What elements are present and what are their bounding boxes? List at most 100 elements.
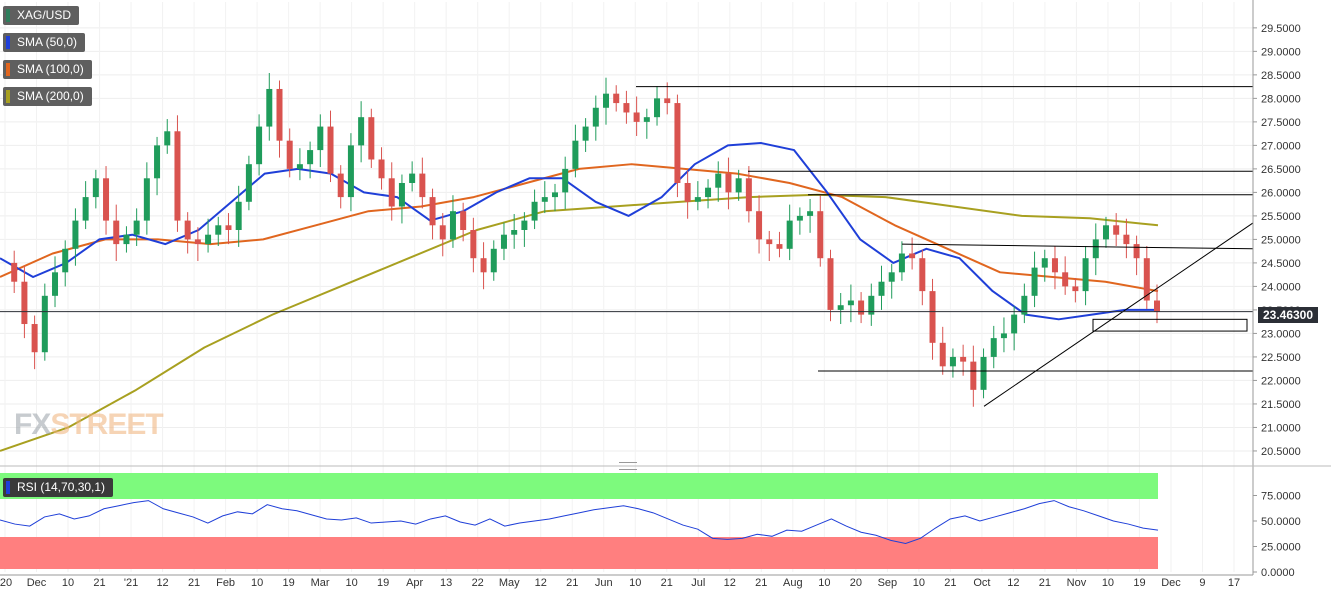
time-tick-label: Feb [216,577,235,589]
time-tick-label: Jun [595,577,613,589]
time-tick-label: 20 [850,577,862,589]
legend-rsi[interactable]: RSI (14,70,30,1) [3,478,114,497]
rsi-tick-label: 50.0000 [1261,516,1301,528]
candle-body [215,225,222,235]
candle-body [613,93,620,104]
time-tick-label: 21 [566,577,578,589]
time-tick-label: Nov [1067,577,1087,589]
time-tick-label: 19 [377,577,389,589]
legend-symbol[interactable]: XAG/USD [3,6,80,25]
price-tick-label: 21.5000 [1261,399,1301,411]
price-tick-label: 23.0000 [1261,328,1301,340]
candle-body [256,126,263,165]
time-tick-label: 10 [818,577,830,589]
fxstreet-logo: FXSTREET [14,408,164,442]
candle-body [1031,267,1038,296]
legend-sma100[interactable]: SMA (100,0) [3,60,92,79]
time-tick-label: Mar [311,577,330,589]
time-tick-label: 21 [944,577,956,589]
legend-sma50[interactable]: SMA (50,0) [3,33,86,52]
rsi-oversold-zone [0,537,1158,569]
candle-body [41,295,48,353]
last-price-tag: 23.46300 [1258,307,1318,323]
price-tick-label: 24.0000 [1261,281,1301,293]
candle-body [990,338,997,357]
legend-sma50-label: SMA (50,0) [17,35,78,49]
price-tick-label: 21.0000 [1261,422,1301,434]
candle-body [888,272,895,282]
time-tick-label: 12 [156,577,168,589]
candle-body [796,215,803,221]
trendline-rising [983,222,1254,407]
candle-body [1102,225,1109,240]
time-tick-label: 22 [472,577,484,589]
candle-body [113,220,120,245]
time-tick-label: 19 [282,577,294,589]
price-tick-label: 27.5000 [1261,117,1301,129]
candle-body [939,342,946,367]
time-tick-label: Aug [783,577,803,589]
candle-body [1123,234,1130,245]
time-tick-label: 21 [93,577,105,589]
candle-body [623,103,630,113]
candle-body [705,187,712,198]
price-tick-label: 22.5000 [1261,352,1301,364]
sma-50-line [0,142,1158,321]
candle-body [1133,244,1140,259]
candle-body [72,220,79,249]
legend-sma200[interactable]: SMA (200,0) [3,87,92,106]
candle-body [276,88,283,141]
candle-body [398,182,405,207]
candle-body [929,291,936,343]
time-tick-label: 21 [1039,577,1051,589]
time-tick-label: '21 [124,577,138,589]
time-tick-label: 13 [440,577,452,589]
candles-group [11,72,1160,407]
candle-body [174,131,181,221]
rsi-swatch [6,481,10,494]
candle-body [1092,239,1099,259]
support-box [1092,318,1248,332]
candle-body [133,220,140,235]
candle-body [756,211,763,240]
candle-body [62,248,69,273]
candle-body [205,234,212,245]
time-tick-label: 21 [188,577,200,589]
time-tick-label: 12 [1007,577,1019,589]
candle-body [164,131,171,146]
candle-body [419,173,426,198]
sma-50-path [0,142,1158,321]
rsi-path [0,500,1159,544]
price-tick-label: 29.0000 [1261,46,1301,58]
candle-body [266,88,273,127]
candle-body [541,197,548,202]
legend-sma200-label: SMA (200,0) [17,89,84,103]
candle-body [378,159,385,179]
time-tick-label: May [499,577,520,589]
candle-body [52,272,59,296]
time-tick-label: 10 [629,577,641,589]
candle-body [745,178,752,212]
time-tick-label: 12 [535,577,547,589]
pane-resize-handle[interactable] [619,462,637,470]
candle-body [868,295,875,315]
rsi-overbought-zone [0,473,1158,499]
candle-body [490,248,497,273]
candle-body [296,164,303,169]
candle-body [643,117,650,122]
candle-body [674,103,681,183]
candle-body [664,98,671,104]
logo-street: STREET [50,408,163,441]
candle-body [592,107,599,127]
sma-200-path [0,193,1159,452]
rsi-tick-label: 0.0000 [1261,567,1295,579]
candle-body [735,178,742,193]
candle-body [817,211,824,259]
sma-200-line [0,193,1159,452]
legend-symbol-label: XAG/USD [17,8,72,22]
candle-body [837,305,844,310]
time-tick-label: 12 [724,577,736,589]
time-tick-label: Dec [1161,577,1181,589]
candle-body [480,258,487,273]
